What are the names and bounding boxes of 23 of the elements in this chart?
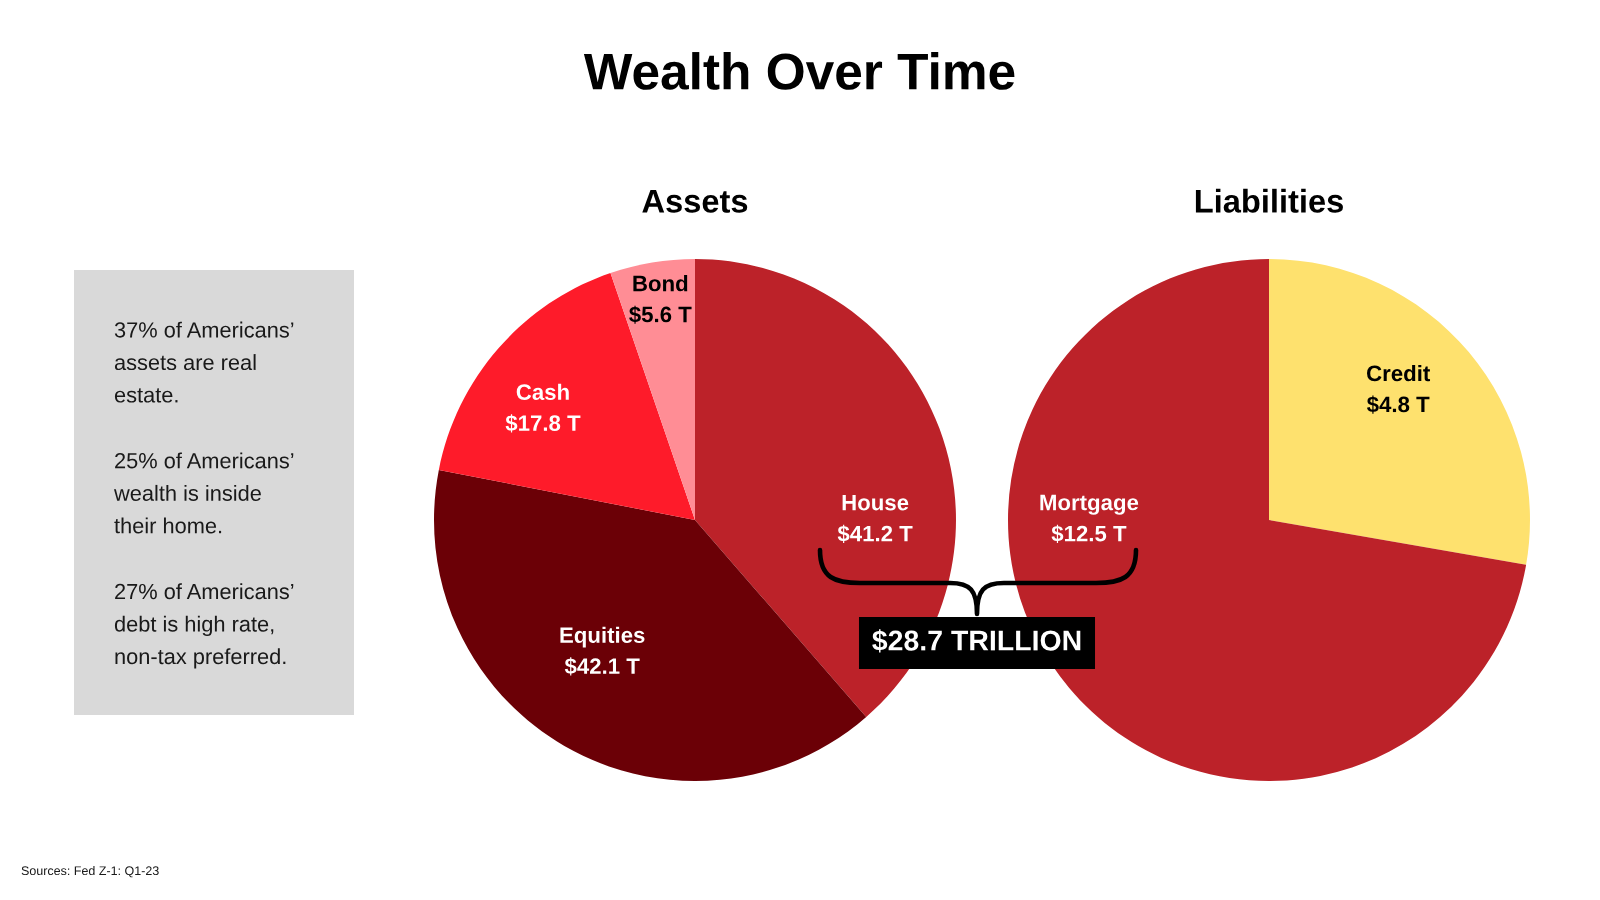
data-label: $5.6 T: [629, 305, 692, 324]
slice-label: Mortgage: [1040, 494, 1139, 515]
text: 25% of Americans’ wealth is inside their home.: [113, 452, 294, 534]
pie-slice: [1269, 259, 1530, 565]
text: Wealth Over Time: [583, 52, 1015, 90]
pie-slice: [438, 273, 695, 520]
slice-label: Credit: [1367, 364, 1431, 382]
text: 27% of Americans’ debt is high rate, non-tax preferred.: [114, 583, 294, 669]
data-label: $12.5 T: [1051, 524, 1127, 543]
slice-label: Bond: [633, 275, 688, 292]
pie-slice: [610, 259, 695, 520]
text: 37% of Americans’ assets are real estate.: [114, 321, 294, 403]
slice-label: Equities: [560, 626, 645, 648]
slice-label: Cash: [516, 383, 569, 401]
slice-label: House: [842, 494, 909, 511]
text: $28.7 TRILLION: [872, 629, 1081, 653]
chart-title: Assets: [642, 189, 748, 213]
data-label: $42.1 T: [564, 657, 640, 676]
chart-title: Liabilities: [1195, 188, 1343, 213]
data-label: $17.8 T: [505, 414, 581, 433]
data-label: $41.2 T: [837, 524, 913, 543]
data-label: $4.8 T: [1366, 395, 1430, 414]
source-note: Sources: Fed Z-1: Q1-23: [21, 865, 159, 878]
